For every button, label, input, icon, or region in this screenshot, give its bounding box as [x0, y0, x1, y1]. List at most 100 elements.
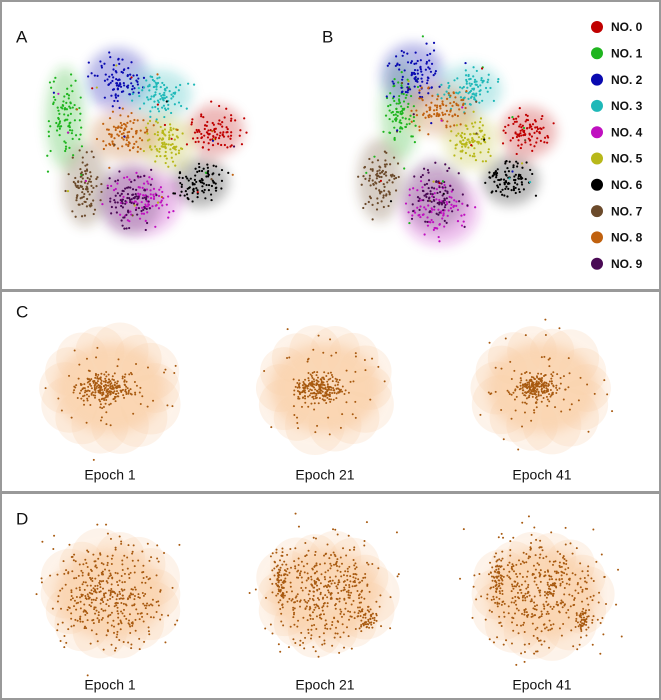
point	[585, 634, 588, 637]
point	[508, 177, 511, 180]
point	[79, 167, 82, 171]
point	[333, 636, 336, 639]
legend-swatch	[591, 178, 603, 191]
point	[400, 86, 403, 89]
point	[530, 541, 533, 544]
point	[346, 578, 349, 581]
point	[354, 400, 357, 403]
point	[558, 327, 561, 330]
point	[119, 619, 122, 622]
point	[335, 560, 338, 563]
point	[426, 199, 430, 202]
point	[310, 634, 313, 637]
point	[342, 580, 345, 583]
point	[109, 593, 112, 596]
point	[117, 84, 120, 88]
point	[317, 392, 320, 395]
point	[102, 563, 105, 566]
point	[151, 106, 154, 109]
point	[388, 131, 391, 134]
point	[487, 73, 490, 76]
point	[512, 185, 515, 188]
point	[503, 183, 506, 186]
point	[312, 536, 315, 539]
point	[238, 134, 241, 137]
point	[294, 512, 297, 515]
point	[293, 389, 296, 392]
point	[313, 582, 316, 585]
point	[542, 382, 545, 385]
point	[366, 623, 369, 626]
point	[369, 184, 372, 187]
legend-label: NO. 6	[611, 178, 643, 192]
point	[306, 360, 309, 363]
point	[425, 192, 428, 196]
point	[322, 376, 325, 379]
point	[392, 85, 395, 88]
point	[154, 160, 157, 163]
point	[522, 623, 525, 626]
point	[479, 129, 482, 132]
point	[526, 127, 529, 130]
point	[536, 137, 539, 140]
point	[381, 170, 384, 173]
point	[85, 627, 88, 630]
point	[161, 130, 165, 133]
point	[89, 383, 92, 386]
point	[415, 109, 418, 112]
point	[334, 604, 337, 607]
point	[545, 613, 548, 616]
point	[520, 134, 523, 137]
point	[293, 623, 296, 626]
point	[526, 575, 529, 578]
point	[544, 627, 547, 630]
point	[106, 555, 109, 558]
point	[94, 560, 97, 563]
point	[496, 184, 499, 187]
point	[90, 378, 93, 381]
point	[150, 168, 153, 171]
point	[130, 588, 133, 591]
point	[359, 614, 362, 617]
point	[297, 619, 300, 622]
point	[523, 631, 526, 634]
point	[194, 167, 197, 170]
point	[354, 352, 357, 355]
point	[402, 100, 406, 103]
legend-label: NO. 0	[611, 20, 643, 34]
point	[143, 188, 146, 191]
point	[142, 102, 146, 105]
point	[80, 171, 83, 174]
point	[357, 612, 360, 615]
point	[519, 146, 522, 150]
point	[536, 650, 539, 653]
point	[576, 582, 579, 585]
point	[70, 617, 73, 620]
point	[536, 388, 539, 391]
point	[117, 616, 120, 619]
point	[528, 642, 531, 645]
point	[271, 582, 274, 585]
point	[101, 397, 104, 400]
point	[513, 179, 517, 182]
point	[49, 125, 52, 128]
point	[205, 131, 209, 134]
point	[319, 386, 322, 389]
point	[343, 597, 346, 600]
point	[171, 405, 174, 408]
point	[426, 76, 429, 79]
point	[545, 592, 548, 595]
point	[510, 601, 513, 604]
caption: Epoch 41	[512, 677, 571, 693]
point	[403, 107, 406, 110]
point	[431, 195, 434, 198]
point	[500, 178, 503, 181]
point	[125, 213, 128, 216]
point	[218, 173, 221, 176]
point	[554, 560, 557, 563]
point	[478, 101, 481, 104]
point	[322, 605, 325, 608]
point	[319, 593, 322, 596]
point	[555, 572, 558, 575]
